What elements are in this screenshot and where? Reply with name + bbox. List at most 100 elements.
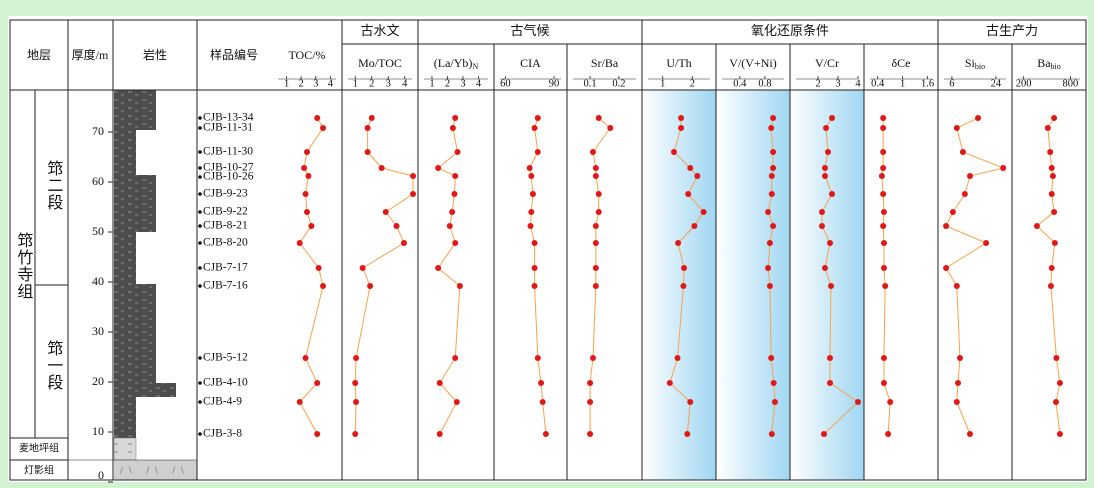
x-tick-label: 0.4	[733, 78, 747, 89]
data-point	[454, 149, 461, 155]
x-tick-label: 0.1	[584, 78, 597, 89]
data-point	[538, 380, 545, 386]
data-point	[587, 380, 594, 386]
data-point	[1053, 355, 1060, 361]
data-point	[1048, 191, 1055, 197]
data-point	[364, 125, 371, 131]
data-point	[684, 431, 691, 437]
x-tick-label: 2	[445, 78, 450, 89]
formation-name: 筇竹寺组	[14, 232, 33, 300]
data-point	[771, 399, 778, 405]
sample-dot	[198, 166, 202, 170]
x-tick-label: 4	[476, 78, 482, 89]
data-point	[452, 115, 459, 121]
data-point	[1000, 165, 1007, 171]
sample-name: CJB-10-26	[203, 171, 254, 183]
data-point	[953, 283, 960, 289]
data-point	[1051, 209, 1058, 215]
x-tick-label: 3	[835, 78, 840, 89]
data-point	[592, 283, 599, 289]
data-point	[393, 223, 400, 229]
data-point	[435, 265, 442, 271]
data-point	[678, 115, 685, 121]
data-point	[320, 283, 327, 289]
data-point	[368, 115, 375, 121]
data-point	[770, 165, 777, 171]
x-tick-label: 2	[299, 78, 304, 89]
panel-label-text: δCe	[892, 56, 911, 70]
data-point	[770, 149, 777, 155]
panel-label: (La/Yb)N	[434, 56, 479, 71]
sample-dot	[198, 266, 202, 270]
data-point	[595, 191, 602, 197]
y-tick-label: 20	[92, 374, 104, 388]
data-point	[531, 283, 538, 289]
data-point	[1051, 115, 1058, 121]
data-point	[531, 125, 538, 131]
data-point	[768, 173, 775, 179]
data-point	[966, 431, 973, 437]
data-point	[592, 165, 599, 171]
data-point	[880, 165, 887, 171]
data-point	[382, 209, 389, 215]
data-point	[531, 240, 538, 246]
x-tick-label: 2	[690, 78, 695, 89]
data-point	[955, 380, 962, 386]
sample-name: CJB-4-9	[203, 396, 242, 408]
data-point	[592, 173, 599, 179]
data-point	[691, 223, 698, 229]
x-tick-label: 60	[500, 78, 511, 89]
data-point	[528, 209, 535, 215]
x-tick-label: 200	[1016, 78, 1032, 89]
x-tick-label: 3	[313, 78, 318, 89]
data-point	[451, 191, 458, 197]
y-tick-label: 30	[92, 324, 104, 338]
data-point	[1056, 431, 1063, 437]
data-point	[768, 125, 775, 131]
formation-name: 麦地坪组	[19, 441, 59, 454]
data-point	[827, 380, 833, 386]
data-point	[314, 380, 321, 386]
sample-name: CJB-7-17	[203, 262, 248, 274]
y-tick-label: 70	[92, 124, 104, 138]
data-point	[587, 399, 594, 405]
data-point	[352, 431, 359, 437]
data-point	[528, 173, 535, 179]
y-tick-label: 0	[98, 468, 104, 482]
sample-name: CJB-13-34	[203, 112, 254, 124]
data-point	[400, 240, 407, 246]
panel-label-subscript: bio	[975, 62, 985, 71]
member-name: 筇二段	[44, 160, 63, 211]
data-point	[301, 165, 308, 171]
data-point	[822, 165, 828, 171]
panel-label-text: Sr/Ba	[591, 56, 619, 70]
panel-label: TOC/%	[288, 48, 325, 62]
panel-label-text: (La/Yb)	[434, 56, 473, 70]
sample-name: CJB-7-16	[203, 280, 248, 292]
sample-name: CJB-9-22	[203, 206, 248, 218]
sample-dot	[198, 432, 202, 436]
data-point	[829, 115, 835, 121]
x-tick-label: 0.2	[612, 78, 625, 89]
data-point	[595, 209, 602, 215]
group-title: 氧化还原条件	[751, 23, 829, 38]
data-point	[855, 399, 861, 405]
x-tick-label: 800	[1063, 78, 1079, 89]
data-point	[687, 165, 694, 171]
data-point	[353, 399, 360, 405]
data-point	[436, 380, 443, 386]
y-tick-label: 50	[92, 224, 104, 238]
data-point	[589, 355, 596, 361]
data-point	[975, 115, 982, 121]
x-tick-label: 1.6	[921, 78, 934, 89]
data-point	[878, 173, 885, 179]
sample-dot	[198, 241, 202, 245]
data-point	[352, 380, 359, 386]
svg-text:/\ /\ /\: /\ /\ /\	[120, 465, 190, 476]
panel-label: Mo/TOC	[358, 56, 402, 70]
data-point	[880, 223, 887, 229]
data-point	[880, 380, 887, 386]
data-point	[587, 431, 594, 437]
